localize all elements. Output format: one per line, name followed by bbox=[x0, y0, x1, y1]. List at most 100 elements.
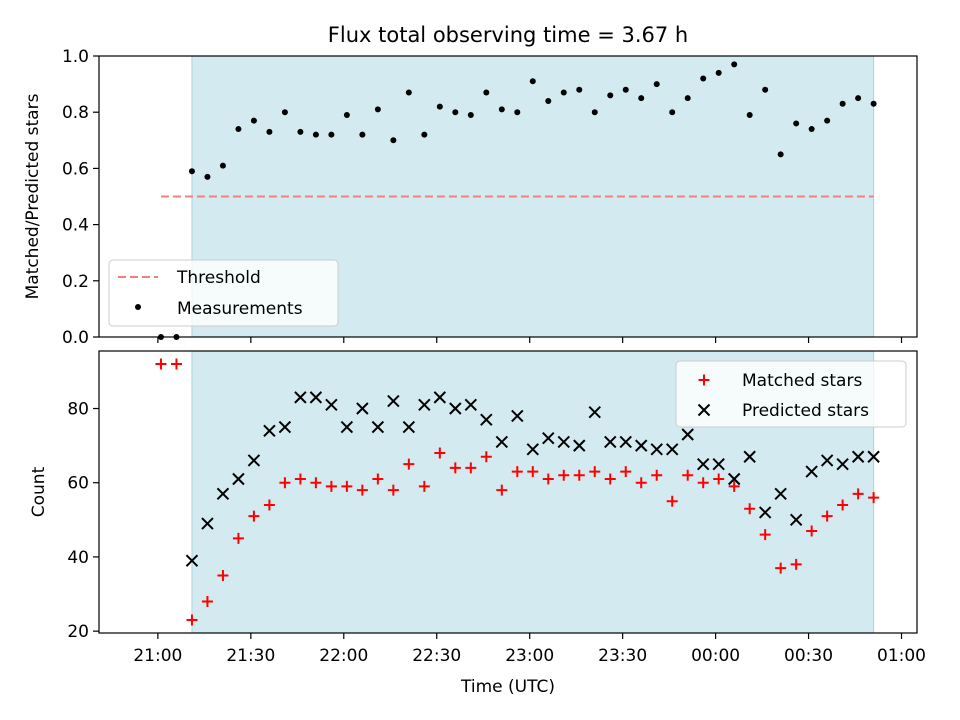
measurement-point bbox=[622, 86, 629, 93]
predicted-star-marker bbox=[727, 472, 741, 486]
measurement-point bbox=[436, 103, 443, 110]
y-tick-label: 0.0 bbox=[62, 328, 89, 348]
predicted-star-marker bbox=[371, 420, 385, 434]
matched-star-marker bbox=[480, 451, 492, 463]
matched-star-marker bbox=[403, 458, 415, 470]
y-tick-label: 40 bbox=[67, 548, 89, 568]
legend-measurement-label: Measurements bbox=[177, 299, 303, 319]
predicted-star-marker bbox=[635, 439, 648, 452]
measurement-point bbox=[421, 131, 428, 138]
predicted-star-marker bbox=[681, 428, 694, 441]
predicted-star-marker bbox=[216, 487, 230, 501]
predicted-star-marker bbox=[712, 457, 725, 471]
matched-star-marker bbox=[759, 529, 771, 541]
predicted-star-marker bbox=[247, 454, 261, 467]
x-tick-label: 22:00 bbox=[319, 646, 368, 666]
legend-measurement-swatch bbox=[135, 304, 141, 310]
matched-star-marker bbox=[635, 477, 647, 489]
measurement-point bbox=[839, 100, 846, 107]
measurement-point bbox=[824, 117, 831, 124]
legend-predicted-label: Predicted stars bbox=[742, 401, 869, 421]
predicted-star-marker bbox=[278, 420, 292, 434]
measurement-point bbox=[777, 151, 784, 158]
predicted-star-marker bbox=[325, 398, 338, 412]
bottom-legend: Matched stars Predicted stars bbox=[675, 360, 907, 428]
matched-star-marker bbox=[294, 473, 306, 485]
measurement-point bbox=[250, 117, 257, 124]
matched-star-marker bbox=[341, 480, 353, 492]
matched-star-marker bbox=[496, 484, 508, 496]
x-tick-label: 01:00 bbox=[877, 646, 926, 666]
legend-predicted-swatch bbox=[697, 403, 711, 417]
legend-box bbox=[108, 259, 339, 327]
predicted-star-marker bbox=[542, 431, 555, 445]
predicted-star-marker bbox=[495, 435, 509, 449]
predicted-star-marker bbox=[604, 435, 617, 449]
legend-box bbox=[675, 360, 907, 428]
measurement-point bbox=[374, 106, 381, 113]
predicted-star-marker bbox=[402, 420, 416, 434]
measurement-point bbox=[808, 126, 815, 133]
y-tick-label: 1.0 bbox=[62, 47, 89, 67]
predicted-star-marker bbox=[758, 506, 772, 519]
matched-star-marker bbox=[868, 492, 880, 504]
predicted-star-marker bbox=[588, 406, 601, 419]
legend-matched-swatch bbox=[698, 374, 710, 386]
matched-star-marker bbox=[248, 510, 260, 522]
matched-star-marker bbox=[728, 480, 740, 492]
measurement-point bbox=[700, 75, 707, 82]
measurement-point bbox=[266, 128, 273, 135]
matched-star-marker bbox=[325, 480, 337, 492]
matched-star-marker bbox=[666, 495, 678, 507]
predicted-star-marker bbox=[836, 457, 849, 471]
measurement-point bbox=[870, 100, 877, 107]
matched-star-marker bbox=[449, 462, 461, 474]
x-tick-label: 23:30 bbox=[598, 646, 647, 666]
predicted-star-marker bbox=[232, 472, 245, 486]
y-tick-label: 20 bbox=[67, 622, 89, 642]
matched-star-marker bbox=[744, 503, 756, 515]
predicted-star-marker bbox=[867, 450, 880, 463]
measurement-point bbox=[545, 97, 552, 104]
matched-star-marker bbox=[837, 499, 849, 511]
top-y-axis-label: Matched/Predicted stars bbox=[23, 93, 43, 299]
x-tick-label: 22:30 bbox=[412, 646, 461, 666]
measurement-point bbox=[483, 89, 490, 96]
measurement-point bbox=[576, 86, 583, 93]
predicted-star-marker bbox=[185, 554, 199, 567]
measurement-point bbox=[638, 95, 645, 102]
measurement-point bbox=[607, 92, 614, 99]
predicted-star-marker bbox=[418, 398, 431, 412]
measurement-point bbox=[452, 109, 459, 116]
y-tick-label: 80 bbox=[67, 400, 89, 420]
y-tick-label: 60 bbox=[67, 474, 89, 494]
predicted-star-marker bbox=[696, 457, 710, 471]
matched-star-marker bbox=[434, 447, 446, 459]
y-tick-label: 0.2 bbox=[62, 272, 89, 292]
predicted-star-marker bbox=[294, 391, 307, 404]
predicted-star-marker bbox=[433, 391, 447, 404]
measurement-point bbox=[653, 81, 660, 88]
matched-star-marker bbox=[558, 469, 570, 481]
predicted-star-marker bbox=[666, 443, 679, 456]
predicted-star-marker bbox=[449, 402, 462, 415]
matched-star-marker bbox=[806, 525, 818, 537]
measurement-point bbox=[297, 128, 304, 135]
measurement-point bbox=[514, 109, 521, 116]
y-tick-label: 0.6 bbox=[62, 159, 89, 179]
matched-star-marker bbox=[604, 473, 616, 485]
axes-frame bbox=[98, 55, 918, 338]
predicted-star-marker bbox=[820, 454, 834, 467]
measurement-point bbox=[188, 168, 195, 175]
matched-star-marker bbox=[186, 614, 198, 626]
measurement-point bbox=[762, 86, 769, 93]
measurement-point bbox=[793, 120, 800, 127]
legend-threshold-label: Threshold bbox=[176, 268, 261, 288]
measurement-point bbox=[715, 69, 722, 76]
measurement-point bbox=[312, 131, 319, 138]
predicted-star-marker bbox=[464, 398, 478, 412]
y-tick-label: 0.4 bbox=[62, 216, 89, 236]
matched-star-marker bbox=[170, 358, 182, 370]
predicted-star-marker bbox=[774, 487, 787, 501]
